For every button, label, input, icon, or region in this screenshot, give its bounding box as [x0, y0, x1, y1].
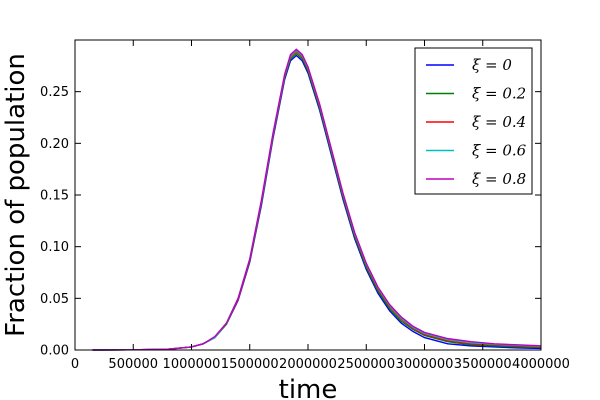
x-tick-label-7: 3500000	[454, 357, 512, 372]
axis-ticks	[74, 40, 542, 351]
x-axis-label: time	[279, 375, 338, 400]
y-tick-label-2: 0.10	[40, 240, 69, 255]
x-tick-label-0: 0	[71, 357, 79, 372]
legend-label-3: ξ = 0.6	[472, 142, 527, 160]
legend-label-2: ξ = 0.4	[472, 113, 526, 131]
series-line-4	[92, 48, 542, 351]
series-layer	[92, 48, 542, 351]
x-tick-labels: 0 500000 1000000 1500000 2000000 2500000 30000…	[71, 357, 570, 372]
x-tick-label-8: 4000000	[512, 357, 570, 372]
x-tick-label-2: 1000000	[163, 357, 221, 372]
legend-label-1: ξ = 0.2	[472, 85, 526, 103]
y-tick-label-1: 0.05	[40, 292, 69, 307]
y-axis-label: Fraction of population	[1, 53, 31, 337]
legend-box	[414, 47, 533, 195]
x-tick-label-3: 1500000	[221, 357, 279, 372]
y-tick-label-5: 0.25	[40, 85, 69, 100]
y-tick-label-0: 0.00	[40, 344, 69, 359]
legend: ξ = 0 ξ = 0.2 ξ = 0.4 ξ = 0.6 ξ = 0.8	[414, 47, 533, 195]
y-tick-labels: 0.00 0.05 0.10 0.15 0.20 0.25	[40, 85, 69, 358]
x-tick-label-6: 3000000	[396, 357, 454, 372]
legend-label-0: ξ = 0	[472, 56, 512, 74]
legend-label-4: ξ = 0.8	[472, 170, 526, 188]
x-tick-label-5: 2500000	[337, 357, 395, 372]
y-tick-label-3: 0.15	[40, 189, 69, 204]
x-tick-label-4: 2000000	[279, 357, 337, 372]
x-tick-label-1: 500000	[108, 357, 158, 372]
y-tick-label-4: 0.20	[40, 137, 69, 152]
